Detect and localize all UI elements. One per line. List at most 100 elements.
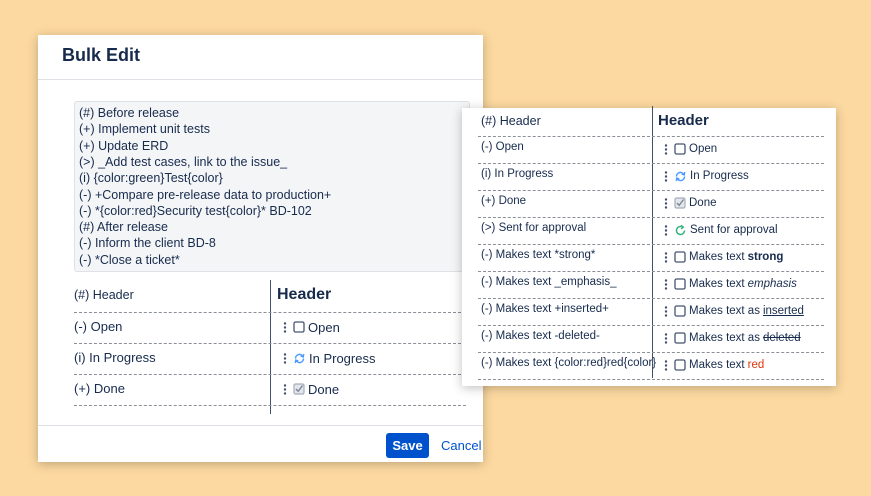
source-cell: (-) Open (74, 319, 123, 334)
source-cell: (-) Makes text _emphasis_ (481, 276, 617, 288)
row-separator (478, 135, 824, 137)
styled-text: inserted (762, 305, 804, 317)
editor-line: (-) *{color:red}Security test{color}* BD… (79, 203, 312, 218)
drag-handle[interactable] (663, 332, 669, 345)
source-cell: (>) Sent for approval (481, 222, 587, 234)
drag-handle[interactable] (663, 170, 669, 183)
row-separator (74, 311, 466, 313)
rendered-cell: In Progress (282, 350, 375, 366)
column-divider (652, 106, 653, 378)
row-separator (478, 351, 824, 353)
cell-text: Done (689, 197, 717, 209)
checkbox-icon (674, 251, 686, 263)
styled-text: strong (747, 251, 784, 263)
save-button[interactable]: Save (386, 433, 429, 458)
editor-line: (+) Update ERD (79, 138, 169, 153)
checked-icon (293, 383, 305, 395)
styled-text: deleted (762, 332, 801, 344)
editor-line: (#) Before release (79, 106, 180, 120)
cell-text: In Progress (309, 350, 376, 366)
checked-icon (674, 197, 686, 209)
in-progress-icon (674, 170, 687, 183)
row-separator (74, 404, 466, 406)
preview-panel: (#) Header Header (-) Open Open (i) In Progr… (462, 106, 836, 386)
source-cell: (-) Open (481, 141, 524, 153)
rendered-cell: Makes text strong (663, 249, 783, 265)
cell-text: In Progress (690, 170, 749, 182)
source-cell: (i) In Progress (481, 168, 554, 180)
cell-text: Open (689, 143, 718, 155)
checkbox-icon (674, 359, 686, 371)
source-cell: (-) Makes text {color:red}red{color} (481, 357, 657, 369)
rendered-cell: Open (663, 141, 717, 157)
rendered-cell: Done (282, 381, 339, 397)
drag-handle[interactable] (663, 251, 669, 264)
row-separator (478, 378, 824, 380)
cancel-button[interactable]: Cancel (441, 438, 482, 453)
source-cell: (+) Done (481, 195, 527, 207)
drag-handle[interactable] (663, 224, 669, 237)
checkbox-icon (293, 321, 305, 333)
cell-text: Makes text as (689, 332, 760, 344)
drag-handle[interactable] (282, 321, 288, 334)
cell-text: Makes text (689, 251, 745, 263)
row-separator (74, 373, 466, 375)
row-separator (478, 216, 824, 218)
checkbox-icon (674, 332, 686, 344)
editor[interactable]: (#) Before release (+) Implement unit tes… (74, 101, 470, 272)
editor-line: (-) Inform the client BD-8 (79, 236, 216, 251)
source-cell: (-) Makes text +inserted+ (481, 303, 609, 315)
divider (38, 425, 483, 426)
rendered-cell: Makes text as deleted (663, 330, 801, 346)
in-progress-icon (293, 352, 306, 365)
cell-text: Makes text (689, 359, 745, 371)
rendered-cell: Done (663, 195, 717, 211)
source-cell: (+) Done (74, 381, 125, 396)
rendered-cell: Makes text emphasis (663, 276, 797, 292)
rendered-cell: Sent for approval (663, 222, 778, 238)
drag-handle[interactable] (663, 197, 669, 210)
source-cell: (-) Makes text *strong* (481, 249, 596, 261)
editor-line: (#) After release (79, 220, 168, 235)
drag-handle[interactable] (282, 383, 288, 396)
row-separator (74, 342, 466, 344)
header-source: (#) Header (74, 288, 134, 302)
editor-line: (>) _Add test cases, link to the issue_ (79, 154, 288, 169)
rendered-cell: Open (282, 319, 340, 335)
source-cell: (-) Makes text -deleted- (481, 330, 600, 342)
drag-handle[interactable] (663, 305, 669, 318)
editor-line: (-) *Close a ticket* (79, 252, 180, 267)
source-cell: (i) In Progress (74, 350, 156, 365)
checkbox-icon (674, 143, 686, 155)
row-separator (478, 270, 824, 272)
styled-text: red (747, 359, 765, 371)
dialog-title: Bulk Edit (62, 45, 141, 65)
cell-text: Open (308, 319, 340, 335)
drag-handle[interactable] (663, 143, 669, 156)
editor-line: (-) +Compare pre-release data to product… (79, 187, 332, 202)
row-separator (478, 189, 824, 191)
row-separator (478, 324, 824, 326)
rendered-cell: In Progress (663, 168, 749, 184)
header-source: (#) Header (481, 114, 541, 128)
header-cell: Header (658, 112, 709, 129)
row-separator (478, 162, 824, 164)
rendered-cell: Makes text red (663, 357, 764, 373)
drag-handle[interactable] (663, 278, 669, 291)
divider (38, 79, 483, 80)
styled-text: emphasis (747, 278, 797, 290)
drag-handle[interactable] (282, 352, 288, 365)
cell-text: Sent for approval (690, 224, 778, 236)
bulk-edit-dialog: Bulk Edit (#) Before release (+) Implemen… (38, 35, 483, 462)
cell-text: Done (308, 381, 340, 397)
editor-line: (i) {color:green}Test{color} (79, 171, 223, 186)
drag-handle[interactable] (663, 359, 669, 372)
row-separator (478, 243, 824, 245)
approval-icon (674, 224, 687, 237)
cell-text: Makes text (689, 278, 745, 290)
rendered-cell: Makes text as inserted (663, 303, 804, 319)
editor-line: (+) Implement unit tests (79, 122, 210, 137)
checkbox-icon (674, 305, 686, 317)
row-separator (478, 297, 824, 299)
